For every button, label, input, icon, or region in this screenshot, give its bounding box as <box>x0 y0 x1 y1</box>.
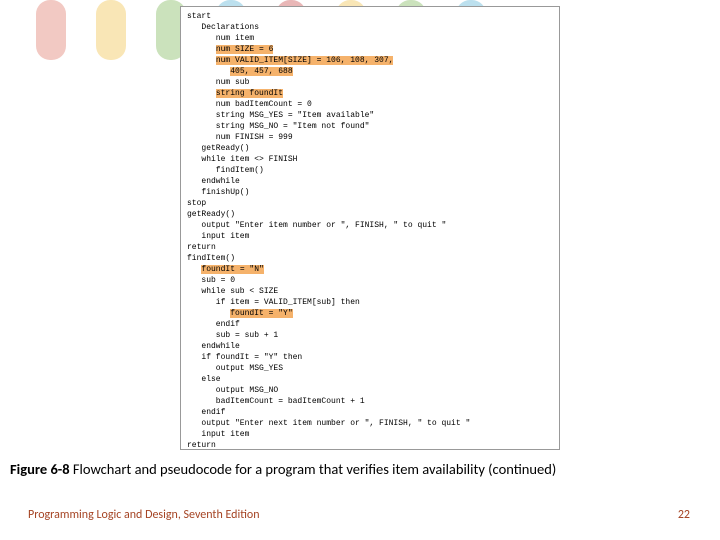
code-line: num FINISH = 999 <box>187 132 553 143</box>
code-line: foundIt = "N" <box>187 264 553 275</box>
code-line: else <box>187 374 553 385</box>
code-line: finishUp() <box>187 187 553 198</box>
code-line: while item <> FINISH <box>187 154 553 165</box>
code-line: string MSG_NO = "Item not found" <box>187 121 553 132</box>
code-line: badItemCount = badItemCount + 1 <box>187 396 553 407</box>
figure-label: Figure 6-8 <box>10 460 70 478</box>
code-line: num sub <box>187 77 553 88</box>
code-line: getReady() <box>187 209 553 220</box>
code-line: output MSG_NO <box>187 385 553 396</box>
code-line: return <box>187 242 553 253</box>
footer-book-title: Programming Logic and Design, Seventh Ed… <box>28 508 260 522</box>
code-line: num SIZE = 6 <box>187 44 553 55</box>
figure-caption: Figure 6-8 Flowchart and pseudocode for … <box>10 460 710 478</box>
code-line: findItem() <box>187 165 553 176</box>
code-line: num VALID_ITEM[SIZE] = 106, 108, 307, <box>187 55 553 66</box>
code-line: foundIt = "Y" <box>187 308 553 319</box>
code-line: findItem() <box>187 253 553 264</box>
code-line: endif <box>187 319 553 330</box>
code-line: input item <box>187 231 553 242</box>
code-line: input item <box>187 429 553 440</box>
code-line: num badItemCount = 0 <box>187 99 553 110</box>
code-line: return <box>187 440 553 450</box>
code-line: start <box>187 11 553 22</box>
code-line: while sub < SIZE <box>187 286 553 297</box>
code-line: num item <box>187 33 553 44</box>
code-line: sub = 0 <box>187 275 553 286</box>
code-line: 405, 457, 688 <box>187 66 553 77</box>
code-line: output MSG_YES <box>187 363 553 374</box>
footer-page-number: 22 <box>678 508 690 522</box>
code-line: stop <box>187 198 553 209</box>
code-line: if item = VALID_ITEM[sub] then <box>187 297 553 308</box>
code-line: string foundIt <box>187 88 553 99</box>
code-line: getReady() <box>187 143 553 154</box>
code-line: endwhile <box>187 176 553 187</box>
code-line: Declarations <box>187 22 553 33</box>
code-line: endwhile <box>187 341 553 352</box>
code-line: endif <box>187 407 553 418</box>
code-line: if foundIt = "Y" then <box>187 352 553 363</box>
pseudocode-box: start Declarations num item num SIZE = 6… <box>180 6 560 450</box>
figure-text-body: Flowchart and pseudocode for a program t… <box>73 460 556 478</box>
code-line: string MSG_YES = "Item available" <box>187 110 553 121</box>
code-line: output "Enter next item number or ", FIN… <box>187 418 553 429</box>
code-line: sub = sub + 1 <box>187 330 553 341</box>
code-line: output "Enter item number or ", FINISH, … <box>187 220 553 231</box>
